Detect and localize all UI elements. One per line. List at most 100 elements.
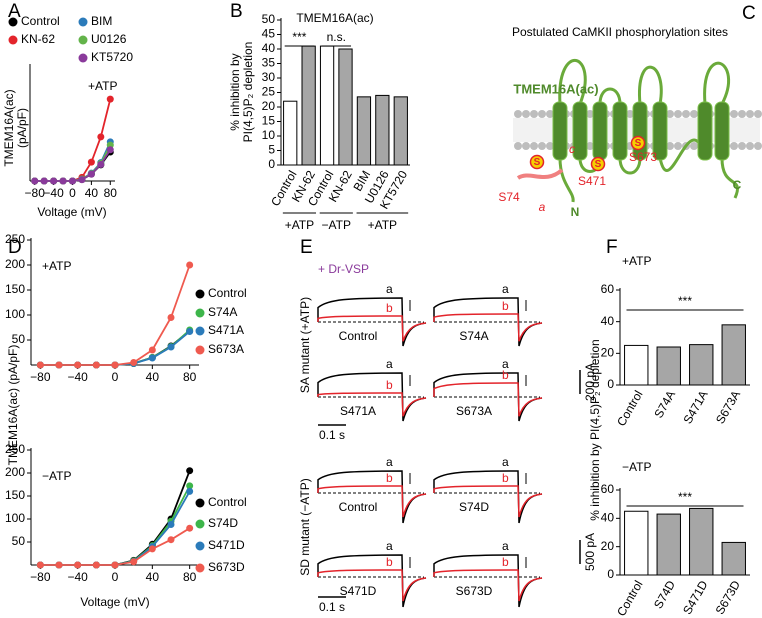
data-point (106, 95, 114, 103)
series-line (40, 330, 191, 366)
y-tick-label: 50 (262, 12, 276, 26)
site-label: S74 (498, 190, 520, 204)
x-tick-label: S471A (680, 388, 710, 426)
data-point (106, 146, 114, 154)
helices (552, 101, 730, 161)
x-tick-label: 40 (146, 370, 160, 384)
lipid (666, 142, 674, 150)
diagram-title: Postulated CaMKII phosphorylation sites (512, 25, 728, 39)
x-tick-label: S673A (713, 388, 743, 426)
x-tick-label: S74A (651, 388, 678, 420)
legend-marker (8, 17, 18, 27)
legend-label: KT5720 (91, 50, 133, 64)
data-point (130, 359, 138, 366)
data-point (78, 176, 86, 184)
data-point (148, 545, 156, 553)
lipid (522, 110, 530, 118)
x-tick-label: −40 (67, 570, 88, 584)
loop (637, 65, 663, 105)
x-tick-label: 40 (146, 570, 160, 584)
y-axis-label: (pA/pF) (15, 108, 29, 148)
data-point (74, 561, 82, 569)
y-tick-label: 20 (262, 99, 276, 113)
trace-label: a (386, 455, 393, 469)
x-tick-label: 80 (104, 186, 118, 200)
current-trace (433, 382, 543, 417)
terminus-label: N (571, 205, 580, 219)
trace-label: a (502, 455, 509, 469)
lipid (738, 110, 746, 118)
terminus-label: C (733, 178, 742, 192)
legend-label: KN-62 (21, 32, 55, 46)
x-tick-label: Control (614, 388, 645, 429)
data-point (186, 482, 194, 490)
sites: S S S (529, 135, 646, 172)
data-point (31, 177, 39, 185)
trace-name: S471A (340, 404, 376, 418)
helix (572, 101, 588, 161)
group-name: SD mutant (−ATP) (298, 478, 312, 575)
x-tick-label: 0 (69, 186, 76, 200)
trace-label: b (386, 555, 393, 569)
legend-label: S74A (208, 305, 237, 319)
helix (652, 101, 668, 161)
protein-label: TMEM16A(ac) (513, 81, 598, 96)
current-trace (433, 485, 543, 518)
x-tick-label: −40 (67, 370, 88, 384)
series-line (40, 527, 191, 566)
trace-label: b (502, 368, 509, 382)
data-point (186, 467, 194, 475)
x-axis-label: Voltage (mV) (37, 205, 106, 219)
x-tick-label: 0 (112, 570, 119, 584)
legend-label: Control (21, 14, 60, 28)
lipid (738, 142, 746, 150)
bar (689, 507, 714, 576)
trace-label: a (502, 539, 509, 553)
helix (697, 101, 713, 161)
current-trace (317, 485, 427, 518)
data-point (167, 521, 175, 529)
y-tick-label: 50 (12, 332, 26, 346)
lipid (682, 110, 690, 118)
annotation: +ATP (88, 79, 117, 93)
legend-marker (8, 35, 18, 45)
trace-label: b (502, 471, 509, 485)
legend-label: Control (208, 495, 247, 509)
y-tick-label: 40 (601, 314, 615, 328)
significance-label: *** (678, 490, 692, 504)
series-line (40, 490, 191, 566)
lipid (666, 110, 674, 118)
bar (393, 96, 408, 166)
data-point (40, 177, 48, 185)
construct-label: + Dr-VSP (318, 262, 369, 276)
bar (283, 100, 298, 166)
trace-label: a (386, 357, 393, 371)
lipid (746, 110, 754, 118)
time-scale-label: 0.1 s (319, 428, 345, 442)
data-point (87, 158, 95, 166)
time-scale-label: 0.1 s (319, 600, 345, 614)
y-tick-label: 40 (601, 511, 615, 525)
y-tick-label: 60 (601, 282, 615, 296)
data-point (111, 361, 119, 369)
data-point (186, 328, 194, 335)
data-point (167, 536, 175, 544)
x-tick-label: 0 (112, 370, 119, 384)
trace-label: b (386, 378, 393, 392)
legend-marker (195, 345, 205, 355)
site-symbol: S (595, 159, 602, 170)
loop-label: a (539, 200, 546, 214)
site-marker (529, 154, 545, 170)
legend-marker (195, 289, 205, 299)
data-point (92, 561, 100, 569)
y-tick-label: 0 (268, 157, 275, 171)
data-point (130, 558, 138, 566)
x-tick-label: 80 (183, 370, 197, 384)
bar (721, 541, 746, 576)
x-tick-label: −80 (25, 186, 46, 200)
panel-label: C (742, 3, 756, 24)
lipid (530, 142, 538, 150)
current-scale-label: 200 pA (583, 363, 597, 401)
y-axis-label: TMEM16A(ac) (2, 89, 16, 166)
lipid (546, 142, 554, 150)
